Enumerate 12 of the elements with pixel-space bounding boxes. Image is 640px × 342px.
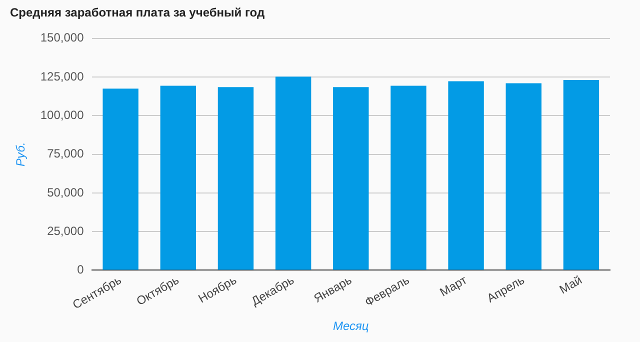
y-axis-title: Руб. — [14, 142, 28, 167]
y-tick-label: 25,000 — [47, 224, 84, 238]
x-tick-label: Март — [437, 272, 470, 300]
x-axis-title: Месяц — [332, 319, 369, 334]
y-tick-label: 150,000 — [40, 30, 84, 45]
y-tick-label: 100,000 — [40, 108, 84, 122]
y-tick-label: 75,000 — [47, 146, 84, 161]
chart-title: Средняя заработная плата за учебный год — [10, 6, 265, 20]
y-tick-label: 0 — [77, 262, 84, 277]
y-tick-label: 50,000 — [47, 185, 84, 200]
x-tick-label: Май — [557, 272, 584, 297]
y-tick-label: 125,000 — [40, 69, 84, 84]
